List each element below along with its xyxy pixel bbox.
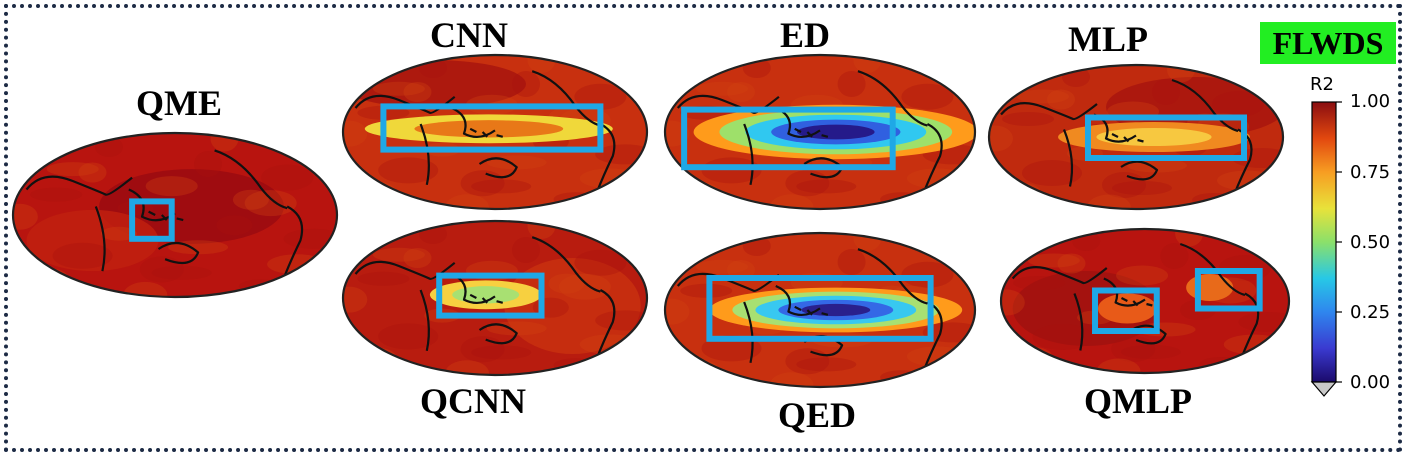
colorbar-tick-label: 1.00	[1350, 91, 1390, 112]
map-qcnn	[340, 218, 650, 378]
colorbar-tick-label: 0.75	[1350, 162, 1390, 183]
panel-label-qcnn: QCNN	[420, 380, 526, 422]
variable-badge: FLWDS	[1260, 22, 1396, 64]
panel-label-qed: QED	[778, 394, 856, 436]
map-qme	[10, 130, 340, 300]
panel-label-qme: QME	[136, 82, 222, 124]
colorbar-tick-label: 0.50	[1350, 232, 1390, 253]
map-ed	[662, 52, 978, 212]
colorbar-tick-label: 0.25	[1350, 302, 1390, 323]
colorbar-tick-label: 0.00	[1350, 372, 1390, 393]
panel-label-cnn: CNN	[430, 14, 508, 56]
panel-label-mlp: MLP	[1068, 18, 1148, 60]
panel-label-qmlp: QMLP	[1084, 380, 1192, 422]
map-cnn	[340, 52, 650, 212]
panel-label-ed: ED	[780, 14, 830, 56]
colorbar-gradient	[1312, 102, 1336, 382]
colorbar-extend-min	[1312, 382, 1336, 396]
map-mlp	[986, 62, 1286, 212]
map-qed	[662, 230, 978, 390]
colorbar	[1300, 98, 1348, 400]
colorbar-title: R2	[1310, 74, 1334, 95]
map-qmlp	[998, 226, 1292, 376]
